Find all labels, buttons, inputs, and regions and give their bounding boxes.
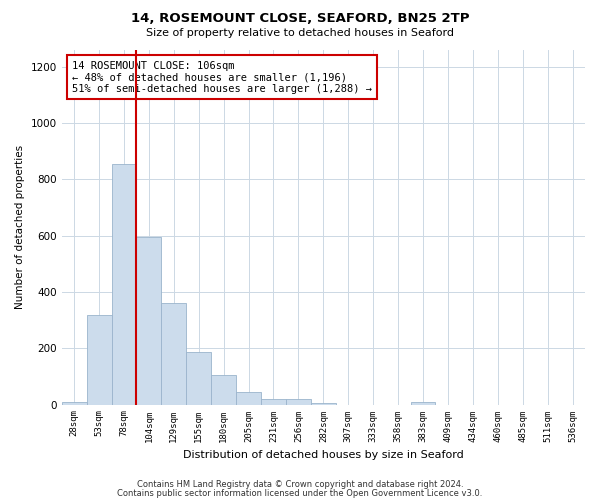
Text: 14, ROSEMOUNT CLOSE, SEAFORD, BN25 2TP: 14, ROSEMOUNT CLOSE, SEAFORD, BN25 2TP <box>131 12 469 26</box>
Y-axis label: Number of detached properties: Number of detached properties <box>15 145 25 310</box>
Bar <box>410 402 436 404</box>
X-axis label: Distribution of detached houses by size in Seaford: Distribution of detached houses by size … <box>183 450 464 460</box>
Bar <box>136 237 161 404</box>
Bar <box>112 164 136 404</box>
Bar <box>236 392 261 404</box>
Bar <box>286 399 311 404</box>
Bar <box>186 352 211 405</box>
Text: Contains public sector information licensed under the Open Government Licence v3: Contains public sector information licen… <box>118 488 482 498</box>
Text: Size of property relative to detached houses in Seaford: Size of property relative to detached ho… <box>146 28 454 38</box>
Bar <box>62 402 86 404</box>
Bar <box>161 304 186 404</box>
Bar <box>311 403 336 404</box>
Bar <box>86 314 112 404</box>
Bar <box>261 399 286 404</box>
Text: Contains HM Land Registry data © Crown copyright and database right 2024.: Contains HM Land Registry data © Crown c… <box>137 480 463 489</box>
Bar <box>211 375 236 404</box>
Text: 14 ROSEMOUNT CLOSE: 106sqm
← 48% of detached houses are smaller (1,196)
51% of s: 14 ROSEMOUNT CLOSE: 106sqm ← 48% of deta… <box>72 60 372 94</box>
